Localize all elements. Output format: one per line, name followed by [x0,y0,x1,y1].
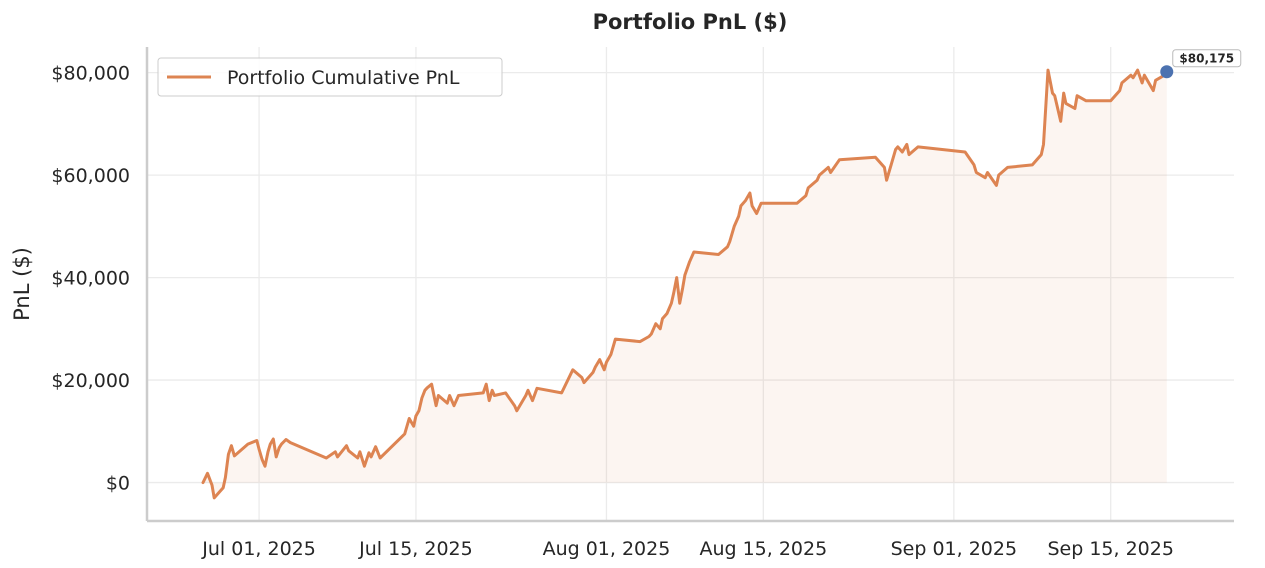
y-tick-label: $60,000 [51,165,130,187]
legend-label: Portfolio Cumulative PnL [227,67,460,89]
last-value-box [1172,49,1242,68]
x-tick-labels: Jul 01, 2025 Jul 15, 2025 Aug 01, 2025 Aug … [201,538,1174,560]
x-tick-label: Sep 01, 2025 [891,538,1017,560]
last-value-callout: $80,175 [1160,49,1242,79]
series-line [201,68,1169,500]
x-tick-label: Sep 15, 2025 [1047,538,1173,560]
last-point-marker [1160,65,1174,79]
x-tick-label: Aug 01, 2025 [543,538,671,560]
chart-title: Portfolio PnL ($) [593,10,788,34]
series-area [203,70,1167,498]
series-lines [201,68,1169,500]
x-tick-label: Aug 15, 2025 [699,538,827,560]
x-tick-label: Jul 15, 2025 [358,538,473,560]
y-tick-label: $40,000 [51,268,130,290]
y-tick-label: $20,000 [51,370,130,392]
y-tick-label: $80,000 [51,63,130,85]
y-axis-label: PnL ($) [10,247,34,321]
x-tick-label: Jul 01, 2025 [201,538,316,560]
y-tick-labels: $0 $20,000 $40,000 $60,000 $80,000 [51,63,130,495]
area-fill [203,70,1167,498]
legend-box [157,57,503,97]
y-tick-label: $0 [106,473,130,495]
axes [145,47,1234,523]
legend: Portfolio Cumulative PnL [157,57,503,97]
last-value-label: $80,175 [1179,52,1234,66]
